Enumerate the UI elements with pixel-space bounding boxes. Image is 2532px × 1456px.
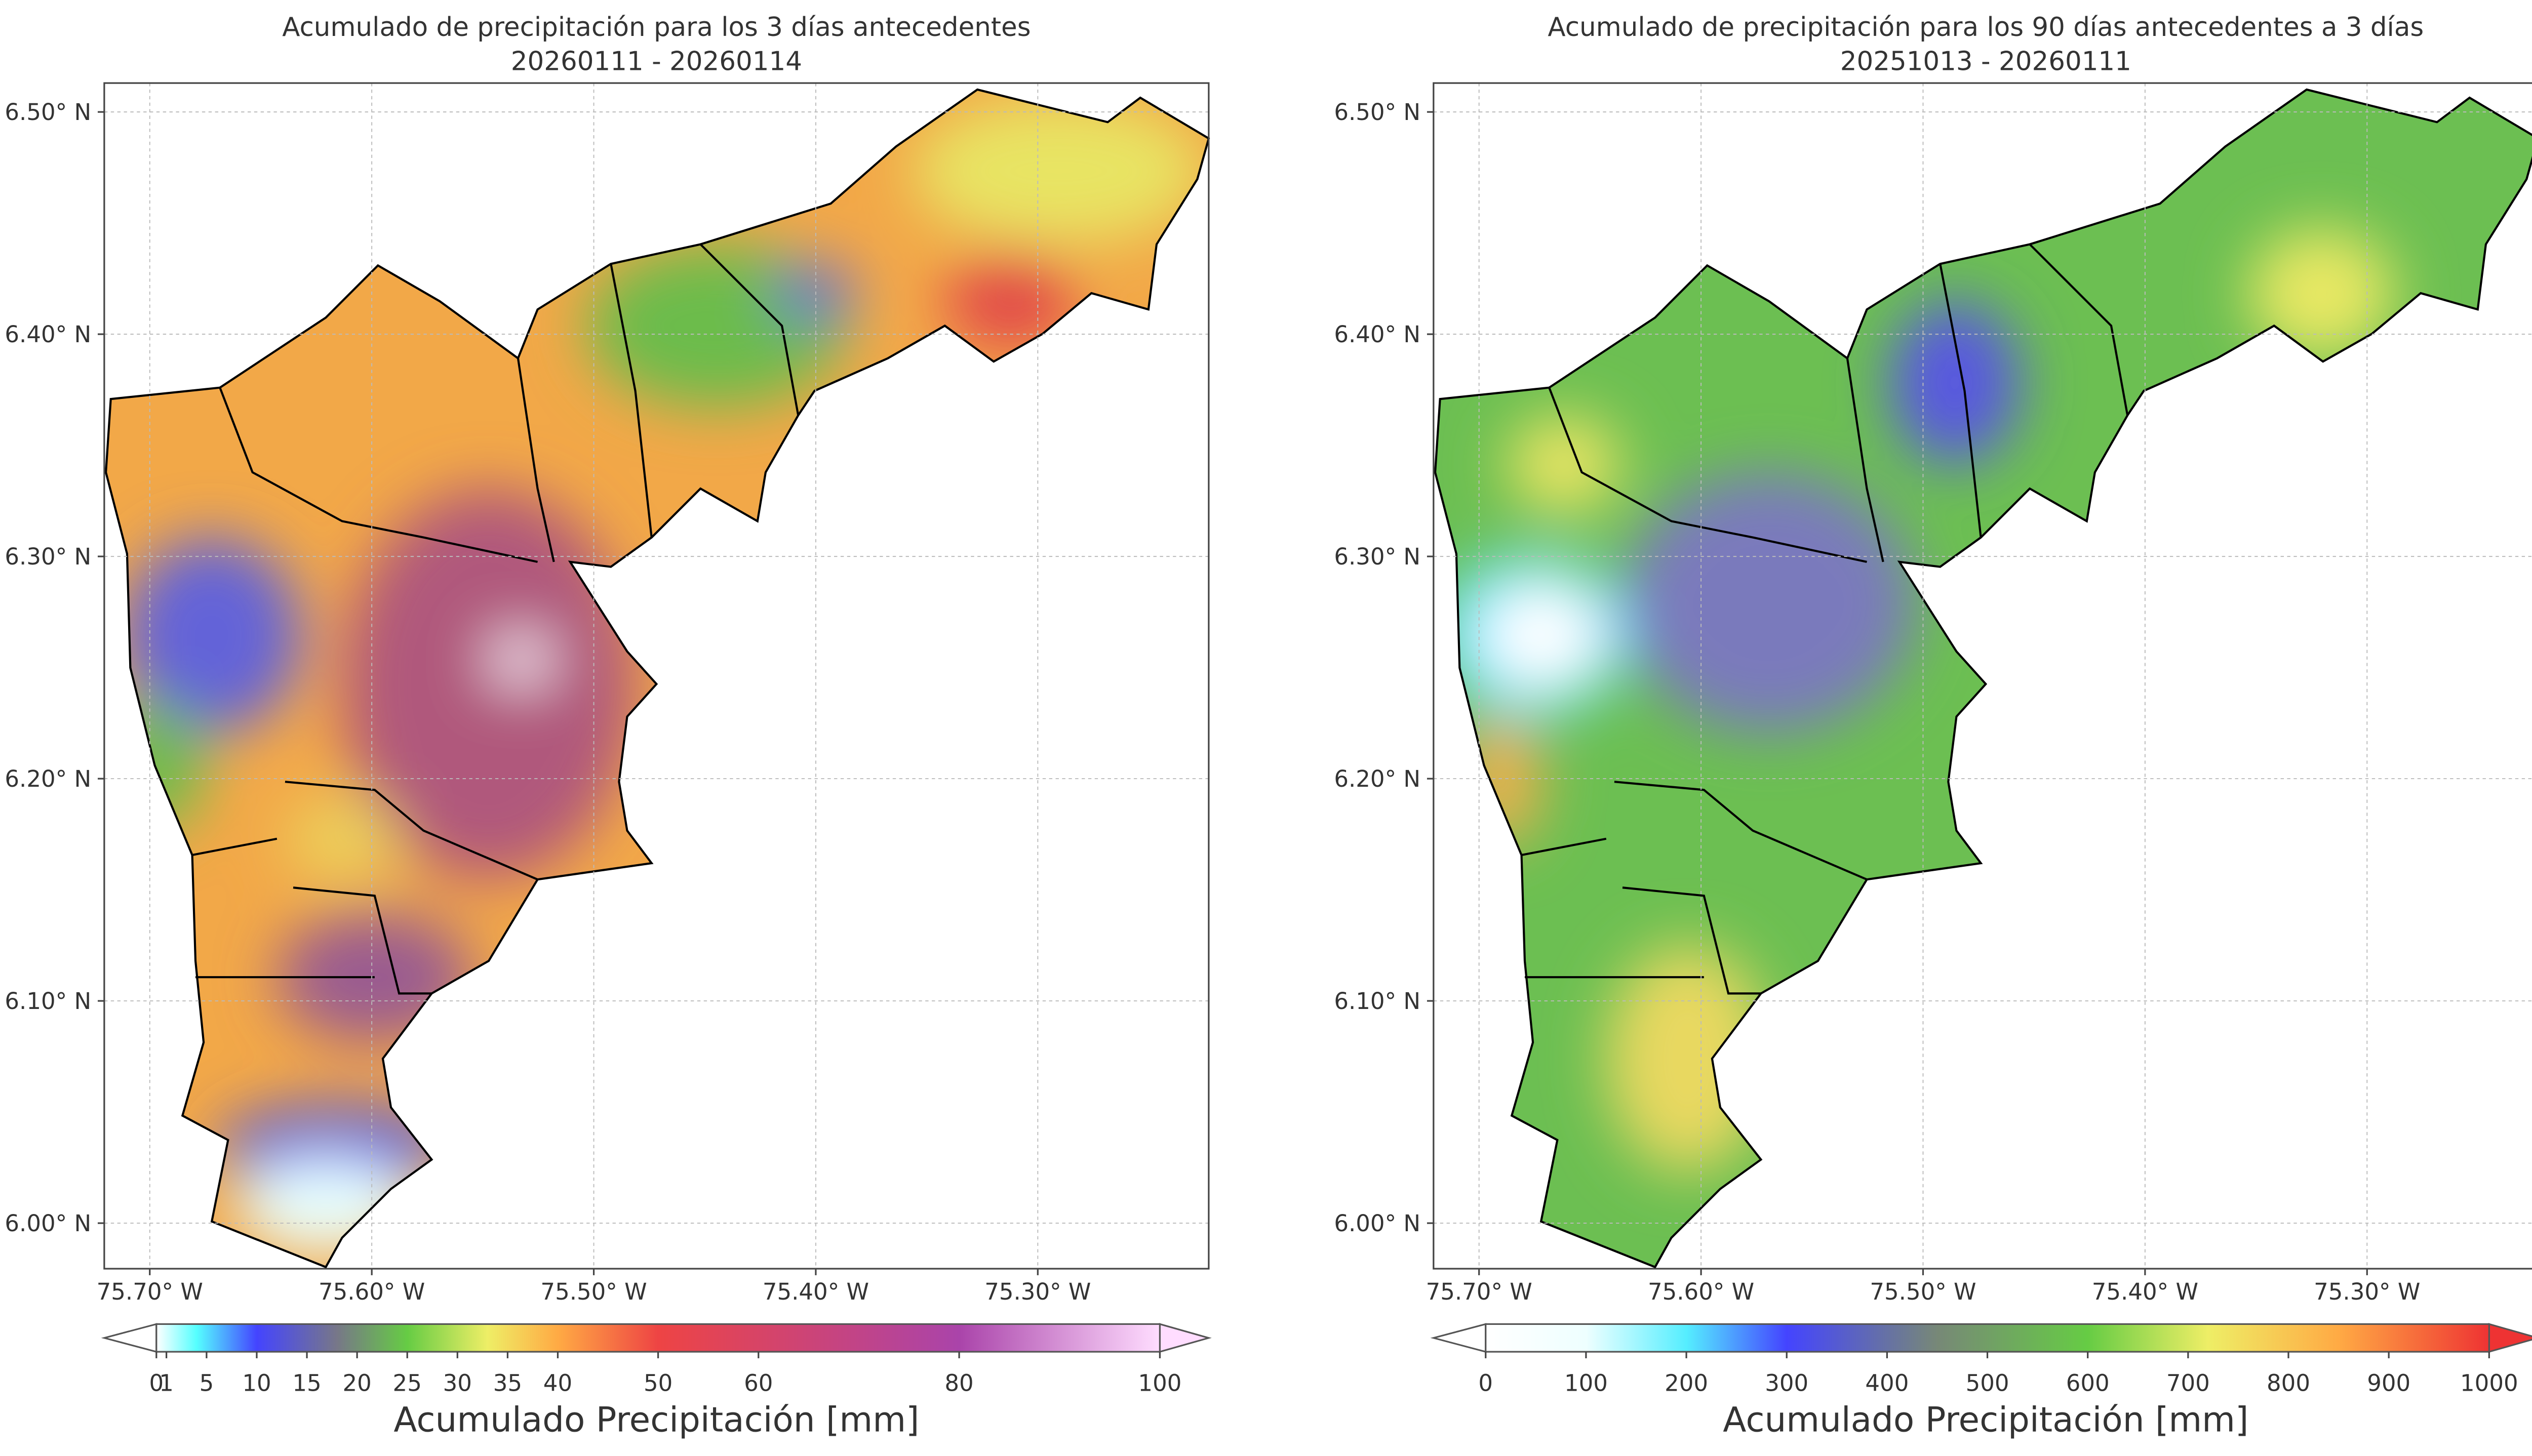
colorbar-tick-label: 30 [443, 1369, 472, 1396]
x-tick-label: 75.30° W [2314, 1278, 2420, 1305]
colorbar-tick-label: 200 [1665, 1369, 1708, 1396]
y-tick-label: 6.20° N [1334, 765, 1420, 792]
colorbar-tick-label: 800 [2267, 1369, 2310, 1396]
colorbar-extend-high [1159, 1323, 1212, 1353]
colorbar-extend-low [1430, 1323, 1487, 1353]
x-tick-label: 75.30° W [984, 1278, 1091, 1305]
colorbar-tick-label: 80 [944, 1369, 973, 1396]
panel-subtitle: 20260111 - 20260114 [511, 46, 802, 76]
colorbar-tick-label: 100 [1138, 1369, 1181, 1396]
y-tick-label: 6.10° N [1334, 988, 1420, 1015]
x-tick-label: 75.50° W [1870, 1278, 1976, 1305]
colorbar-label: Acumulado Precipitación [mm] [393, 1400, 919, 1440]
colorbar-tick-label: 10 [242, 1369, 271, 1396]
y-tick-label: 6.40° N [1334, 321, 1420, 348]
y-tick-label: 6.00° N [5, 1210, 91, 1237]
colorbar-tick-label: 1000 [2460, 1369, 2518, 1396]
x-tick-label: 75.50° W [540, 1278, 647, 1305]
colorbar-tick-label: 25 [393, 1369, 422, 1396]
panel-subtitle: 20251013 - 20260111 [1840, 46, 2131, 76]
colorbar [155, 1323, 1161, 1353]
colorbar-tick-label: 400 [1865, 1369, 1909, 1396]
colorbar-tick-label: 900 [2367, 1369, 2410, 1396]
panel: Acumulado de precipitación para los 90 d… [1334, 12, 2532, 1440]
y-tick-label: 6.10° N [5, 988, 91, 1015]
colorbar-tick-label: 100 [1564, 1369, 1608, 1396]
x-tick-label: 75.70° W [97, 1278, 203, 1305]
colorbar-tick-label: 35 [493, 1369, 522, 1396]
colorbar-tick-label: 700 [2166, 1369, 2210, 1396]
map-frame [103, 82, 1210, 1270]
x-tick-label: 75.40° W [2092, 1278, 2198, 1305]
colorbar-tick-label: 0 [1478, 1369, 1493, 1396]
colorbar-tick-label: 20 [342, 1369, 371, 1396]
precip-field [106, 89, 1209, 1267]
y-tick-label: 6.50° N [5, 99, 91, 126]
colorbar-tick-label: 1 [159, 1369, 174, 1396]
y-tick-label: 6.20° N [5, 765, 91, 792]
colorbar-extend-high [2488, 1323, 2532, 1353]
panel-title: Acumulado de precipitación para los 90 d… [1548, 12, 2424, 43]
colorbar-tick-label: 500 [1966, 1369, 2009, 1396]
colorbar-tick-label: 40 [543, 1369, 572, 1396]
x-tick-label: 75.60° W [1648, 1278, 1754, 1305]
panel: Acumulado de precipitación para los 3 dí… [5, 12, 1212, 1440]
colorbar-tick-label: 0 [149, 1369, 164, 1396]
y-tick-label: 6.00° N [1334, 1210, 1420, 1237]
x-tick-label: 75.70° W [1426, 1278, 1532, 1305]
colorbar-tick-label: 15 [292, 1369, 321, 1396]
colorbar-tick-label: 600 [2066, 1369, 2110, 1396]
colorbar-tick-label: 50 [644, 1369, 672, 1396]
colorbar-tick-label: 60 [744, 1369, 773, 1396]
colorbar-label: Acumulado Precipitación [mm] [1723, 1400, 2248, 1440]
colorbar-tick-label: 5 [200, 1369, 214, 1396]
y-tick-label: 6.30° N [5, 543, 91, 570]
y-tick-label: 6.40° N [5, 321, 91, 348]
x-tick-label: 75.40° W [763, 1278, 869, 1305]
y-tick-label: 6.50° N [1334, 99, 1420, 126]
map-frame [1433, 82, 2532, 1270]
colorbar-extend-low [101, 1323, 157, 1353]
y-tick-label: 6.30° N [1334, 543, 1420, 570]
colorbar [1485, 1323, 2490, 1353]
panel-title: Acumulado de precipitación para los 3 dí… [282, 12, 1031, 43]
x-tick-label: 75.60° W [319, 1278, 425, 1305]
colorbar-tick-label: 300 [1765, 1369, 1808, 1396]
